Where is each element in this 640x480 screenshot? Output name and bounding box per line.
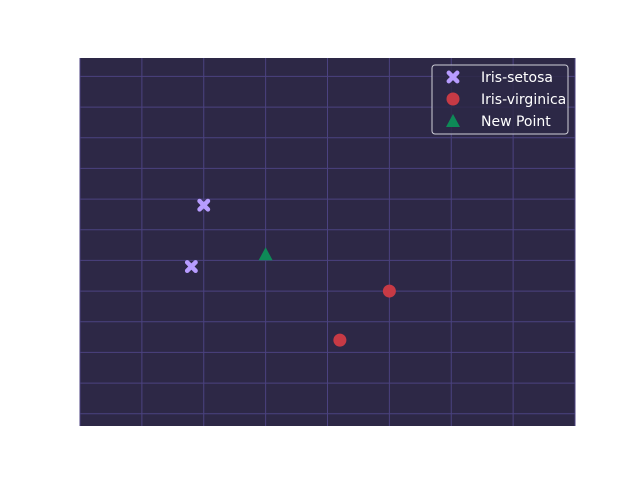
legend-marker-new-point	[446, 114, 460, 127]
legend-label-new-point: New Point	[481, 114, 551, 130]
legend-marker-iris-virginica	[446, 92, 460, 106]
point-new-point	[258, 247, 273, 261]
legend-markers	[446, 70, 460, 127]
legend: Iris-setosa Iris-virginica New Point	[431, 64, 569, 135]
data-points	[184, 198, 396, 347]
legend-label-iris-virginica: Iris-virginica	[481, 92, 566, 108]
point-iris-setosa	[197, 198, 211, 212]
point-iris-setosa	[184, 260, 198, 273]
point-iris-virginica	[382, 284, 396, 298]
legend-box	[431, 64, 569, 135]
legend-marker-iris-setosa	[446, 70, 460, 84]
point-iris-virginica	[333, 333, 347, 347]
legend-label-iris-setosa: Iris-setosa	[481, 70, 553, 86]
